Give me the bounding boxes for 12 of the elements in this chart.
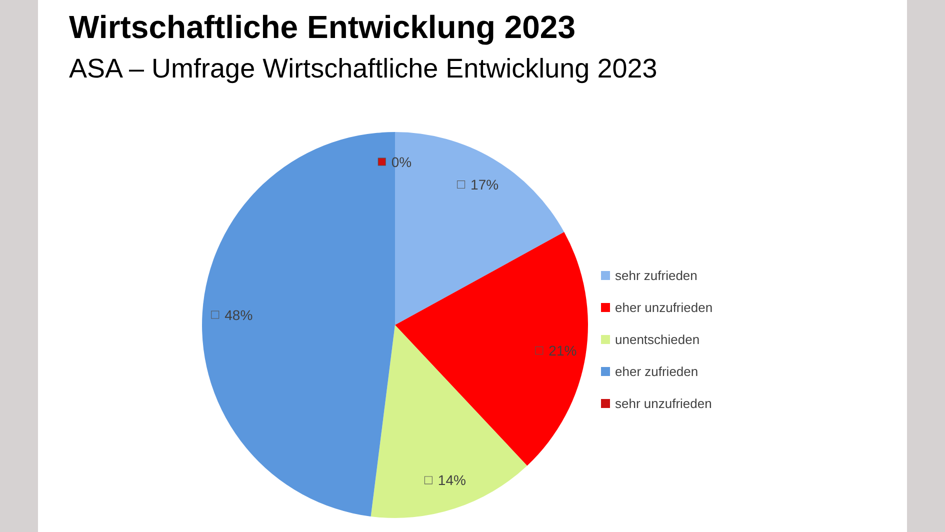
- legend-label: sehr unzufrieden: [615, 396, 712, 411]
- legend-label: eher unzufrieden: [615, 300, 713, 315]
- legend-label: eher zufrieden: [615, 364, 698, 379]
- data-label: 21%: [548, 342, 577, 359]
- legend-label: sehr zufrieden: [615, 268, 698, 283]
- chart-subtitle: ASA – Umfrage Wirtschaftliche Entwicklung 2023: [69, 54, 658, 84]
- data-label: 14%: [438, 472, 466, 488]
- legend-label: unentschieden: [615, 332, 700, 347]
- text: 0%: [391, 154, 412, 170]
- data-label: 17%: [470, 176, 499, 193]
- chart-title: Wirtschaftliche Entwicklung 2023: [69, 9, 576, 45]
- data-label: 48%: [224, 306, 253, 323]
